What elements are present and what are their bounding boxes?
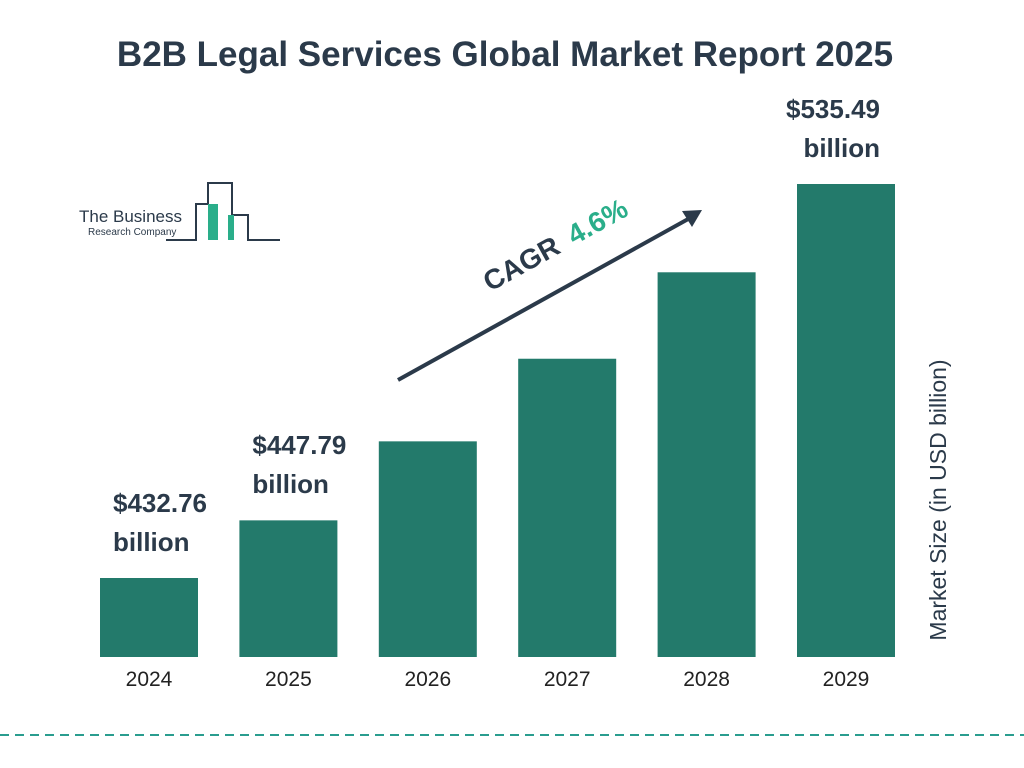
x-tick-label: 2026 — [404, 668, 451, 691]
chart-title: B2B Legal Services Global Market Report … — [116, 35, 894, 74]
bar — [797, 184, 895, 657]
cagr-arrow — [397, 216, 691, 382]
logo-bar — [228, 215, 234, 240]
cagr-arrowhead — [682, 210, 702, 227]
cagr-label: CAGR — [478, 230, 565, 297]
value-label: $447.79 billion — [252, 430, 347, 500]
bar — [239, 520, 338, 657]
x-tick-label: 2028 — [683, 668, 730, 691]
bar — [518, 358, 617, 657]
bar — [100, 578, 198, 657]
y-axis-label: Market Size (in USD billion) — [925, 359, 951, 640]
logo-text: Research Company — [88, 227, 176, 238]
value-label: $432.76 billion — [113, 488, 207, 557]
cagr-value: 4.6% — [562, 192, 633, 250]
logo — [166, 182, 280, 241]
x-tick-label: 2029 — [823, 668, 870, 691]
bar — [378, 441, 477, 657]
logo-bar — [208, 204, 218, 240]
x-tick-label: 2027 — [544, 668, 591, 691]
x-tick-label: 2025 — [265, 668, 312, 691]
logo-outline — [166, 182, 280, 241]
cagr: CAGR 4.6% — [478, 192, 633, 297]
value-label: $535.49 billion — [786, 94, 880, 163]
x-tick-label: 2024 — [126, 668, 173, 691]
logo-text: The Business — [79, 207, 182, 226]
bar — [657, 272, 756, 657]
